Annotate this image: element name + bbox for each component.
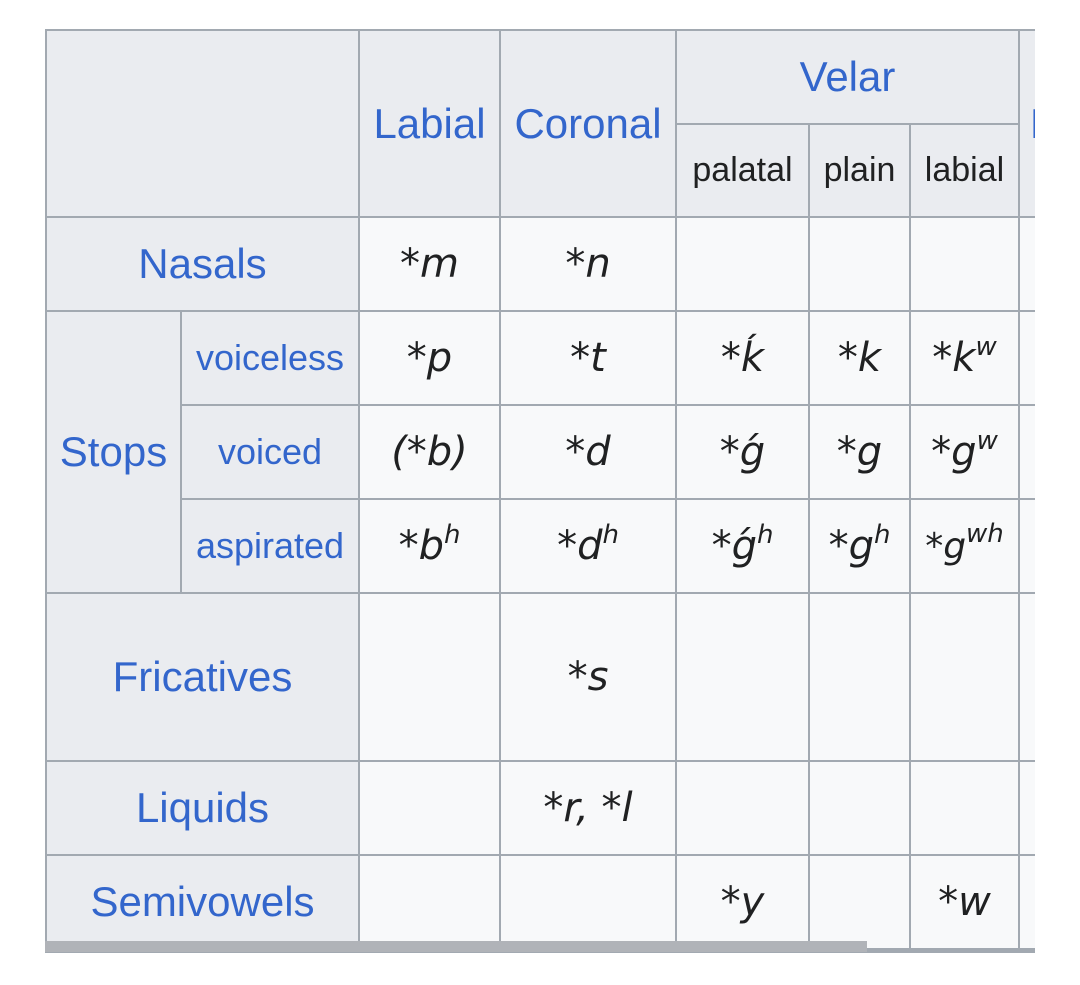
row-header-nasals[interactable]: Nasals	[46, 217, 359, 311]
cell-nasal-coronal: *n	[500, 217, 676, 311]
cell-voiced-coronal: *d	[500, 405, 676, 499]
cell-voiceless-plain: *k	[809, 311, 910, 405]
cell-empty	[809, 761, 910, 855]
cell-empty	[676, 217, 809, 311]
cell-aspirated-labial: *bh	[359, 499, 500, 593]
row-header-stops[interactable]: Stops	[46, 311, 181, 593]
row-header-voiced[interactable]: voiced	[181, 405, 359, 499]
row-liquids: Liquids *r, *l	[46, 761, 1035, 855]
cell-empty	[1019, 593, 1035, 761]
cell-empty	[910, 593, 1019, 761]
cell-empty	[359, 855, 500, 949]
row-header-voiceless[interactable]: voiceless	[181, 311, 359, 405]
cell-voiceless-labial: *p	[359, 311, 500, 405]
phoneme-base: *g	[931, 429, 976, 475]
cell-empty	[1019, 217, 1035, 311]
phoneme-superscript: w	[975, 332, 996, 362]
semivowels-link[interactable]: Semivowels	[90, 878, 314, 925]
row-fricatives: Fricatives *s	[46, 593, 1035, 761]
phoneme-superscript: h	[602, 520, 618, 550]
col-header-labial[interactable]: Labial	[359, 30, 500, 217]
fricatives-link[interactable]: Fricatives	[113, 653, 293, 700]
cell-voiced-labiovelar: *gw	[910, 405, 1019, 499]
horizontal-scrollbar[interactable]	[45, 941, 867, 952]
cell-aspirated-labiovelar: *gwh	[910, 499, 1019, 593]
cell-empty	[1019, 855, 1035, 949]
corner-cell	[46, 30, 359, 217]
row-header-aspirated[interactable]: aspirated	[181, 499, 359, 593]
cell-empty	[809, 855, 910, 949]
phoneme-base: *g	[829, 523, 874, 569]
phoneme-superscript: wh	[966, 519, 1004, 549]
cell-empty	[500, 855, 676, 949]
cell-empty	[809, 593, 910, 761]
aspirated-link[interactable]: aspirated	[196, 525, 344, 566]
phoneme-base: *b	[399, 523, 444, 569]
cell-empty	[910, 217, 1019, 311]
cell-fricative-coronal: *s	[500, 593, 676, 761]
cell-voiced-plain: *g	[809, 405, 910, 499]
phoneme-superscript: h	[874, 520, 890, 550]
cell-liquid-coronal: *r, *l	[500, 761, 676, 855]
cell-empty	[1019, 499, 1035, 593]
cell-empty	[1019, 311, 1035, 405]
coronal-link[interactable]: Coronal	[514, 100, 661, 147]
cell-voiceless-palatal: *ḱ	[676, 311, 809, 405]
cell-semivowel-palatal: *y	[676, 855, 809, 949]
cell-voiced-palatal: *ǵ	[676, 405, 809, 499]
cell-semivowel-labiovelar: *w	[910, 855, 1019, 949]
partial-column-link[interactable]: L	[1030, 100, 1035, 147]
subheader-labial: labial	[910, 124, 1019, 217]
phoneme-table-viewport[interactable]: Labial Coronal Velar L palatal plain lab…	[45, 29, 1035, 953]
cell-empty	[1019, 761, 1035, 855]
phoneme-base: *d	[557, 523, 602, 569]
row-stops-aspirated: aspirated *bh *dh *ǵh *gh *gwh	[46, 499, 1035, 593]
row-header-liquids[interactable]: Liquids	[46, 761, 359, 855]
phoneme-base: *k	[932, 335, 975, 381]
cell-empty	[676, 593, 809, 761]
row-header-semivowels[interactable]: Semivowels	[46, 855, 359, 949]
row-stops-voiced: voiced (*b) *d *ǵ *g *gw	[46, 405, 1035, 499]
subheader-plain: plain	[809, 124, 910, 217]
labial-link[interactable]: Labial	[373, 100, 485, 147]
cell-aspirated-plain: *gh	[809, 499, 910, 593]
cell-empty	[359, 761, 500, 855]
row-stops-voiceless: Stops voiceless *p *t *ḱ *k *kw	[46, 311, 1035, 405]
cell-aspirated-palatal: *ǵh	[676, 499, 809, 593]
cell-aspirated-coronal: *dh	[500, 499, 676, 593]
cell-nasal-labial: *m	[359, 217, 500, 311]
stops-link[interactable]: Stops	[60, 428, 167, 475]
phoneme-superscript: w	[977, 426, 998, 456]
col-header-velar[interactable]: Velar	[676, 30, 1019, 124]
voiceless-link[interactable]: voiceless	[196, 337, 344, 378]
cell-voiceless-labiovelar: *kw	[910, 311, 1019, 405]
phoneme-base: *ǵ	[712, 523, 757, 569]
nasals-link[interactable]: Nasals	[138, 240, 266, 287]
cell-empty	[910, 761, 1019, 855]
liquids-link[interactable]: Liquids	[136, 784, 269, 831]
col-header-partial[interactable]: L	[1019, 30, 1035, 217]
cell-empty	[1019, 405, 1035, 499]
phoneme-superscript: h	[757, 520, 773, 550]
velar-link[interactable]: Velar	[800, 53, 896, 100]
cell-empty	[359, 593, 500, 761]
cell-empty	[809, 217, 910, 311]
phoneme-superscript: h	[444, 520, 460, 550]
row-semivowels: Semivowels *y *w	[46, 855, 1035, 949]
row-header-fricatives[interactable]: Fricatives	[46, 593, 359, 761]
subheader-palatal: palatal	[676, 124, 809, 217]
row-nasals: Nasals *m *n	[46, 217, 1035, 311]
consonant-table: Labial Coronal Velar L palatal plain lab…	[45, 29, 1035, 950]
phoneme-base: *g	[925, 526, 966, 567]
cell-voiceless-coronal: *t	[500, 311, 676, 405]
cell-voiced-labial: (*b)	[359, 405, 500, 499]
voiced-link[interactable]: voiced	[218, 431, 322, 472]
col-header-coronal[interactable]: Coronal	[500, 30, 676, 217]
cell-empty	[676, 761, 809, 855]
